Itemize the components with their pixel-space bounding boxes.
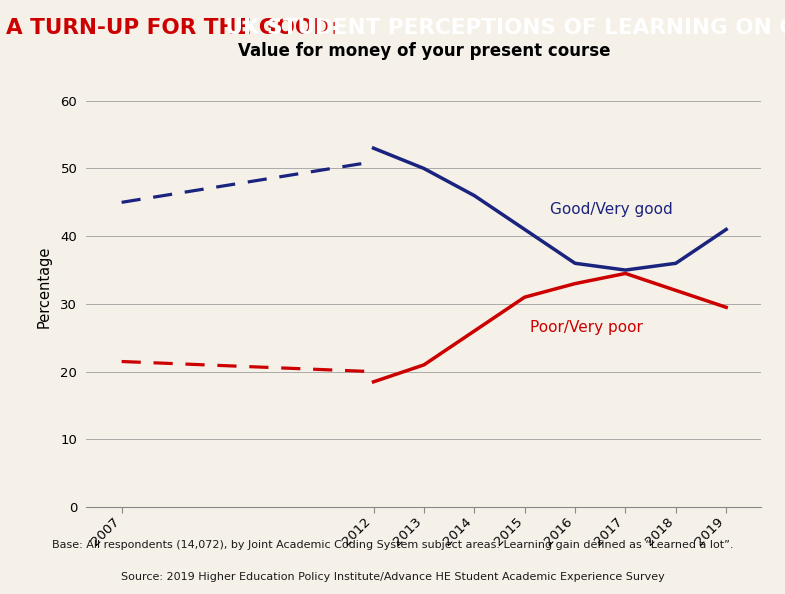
- Y-axis label: Percentage: Percentage: [37, 246, 52, 328]
- Text: Poor/Very poor: Poor/Very poor: [530, 320, 643, 335]
- Text: Source: 2019 Higher Education Policy Institute/Advance HE Student Academic Exper: Source: 2019 Higher Education Policy Ins…: [121, 571, 664, 582]
- Title: Value for money of your present course: Value for money of your present course: [238, 42, 610, 60]
- Text: A TURN-UP FOR THE GOOD:: A TURN-UP FOR THE GOOD:: [6, 17, 340, 37]
- Text: Base: All respondents (14,072), by Joint Academic Coding System subject areas. L: Base: All respondents (14,072), by Joint…: [52, 540, 733, 550]
- Text: Good/Very good: Good/Very good: [550, 201, 673, 217]
- Text: UK STUDENT PERCEPTIONS OF LEARNING ON COURSES: UK STUDENT PERCEPTIONS OF LEARNING ON CO…: [218, 17, 785, 37]
